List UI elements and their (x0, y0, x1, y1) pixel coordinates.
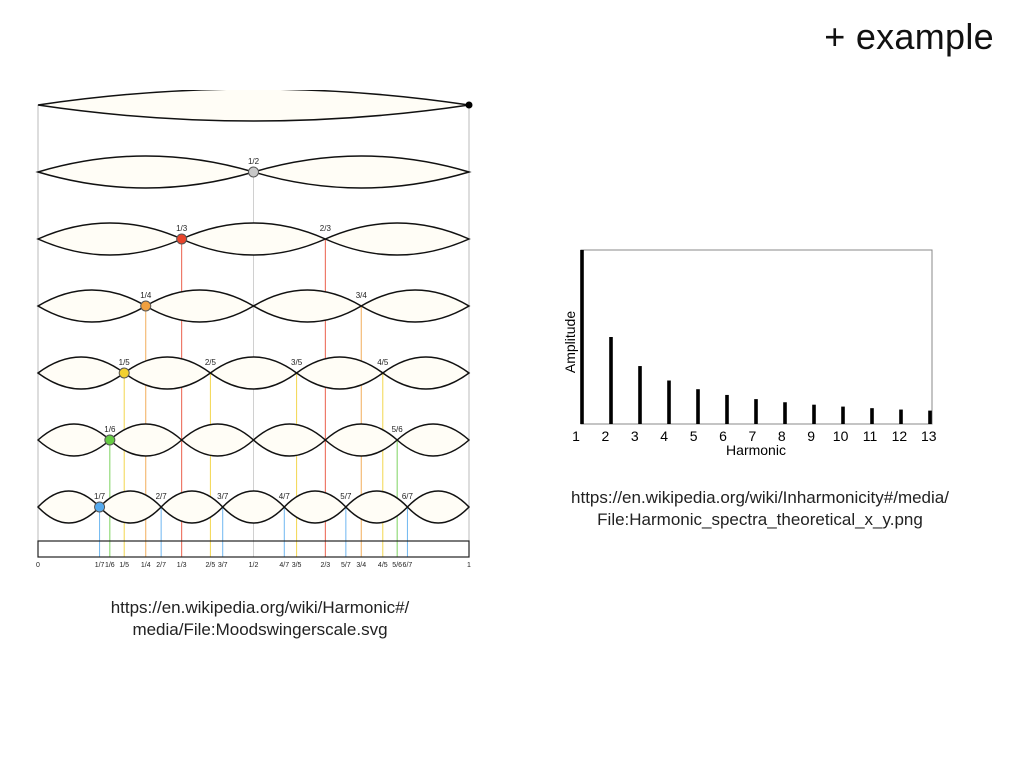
scale-tick-label: 3/5 (292, 562, 302, 569)
bar-harmonic-5 (696, 389, 700, 424)
wave-mode-1 (37, 90, 470, 122)
node-label-1-5: 1/5 (119, 358, 131, 367)
node-label-3-4: 3/4 (356, 291, 368, 300)
node-label-3-5: 3/5 (291, 358, 303, 367)
x-tick-4: 4 (660, 428, 668, 444)
node-label-2-3: 2/3 (320, 224, 332, 233)
node-label-1-2: 1/2 (248, 157, 260, 166)
bar-harmonic-6 (725, 394, 729, 424)
left-caption-line-1: https://en.wikipedia.org/wiki/Harmonic#/ (110, 598, 410, 617)
bar-harmonic-11 (870, 408, 874, 424)
scale-tick-label: 2/7 (156, 562, 166, 569)
bar-harmonic-2 (609, 337, 613, 424)
scale-tick-label: 1/6 (105, 562, 115, 569)
wave-mode-3 (36, 222, 471, 256)
string-end-pin (465, 101, 473, 109)
node-label-1-6: 1/6 (104, 425, 116, 434)
node-label-4-5: 4/5 (377, 358, 389, 367)
node-markers (94, 101, 473, 513)
right-source-caption: https://en.wikipedia.org/wiki/Inharmonic… (540, 487, 980, 531)
node-label-4-7: 4/7 (279, 492, 291, 501)
x-tick-9: 9 (807, 428, 815, 444)
scale-tick-label: 5/7 (341, 562, 351, 569)
node-label-2-5: 2/5 (205, 358, 217, 367)
harmonic-spectrum-chart: 1 2 3 4 5 6 7 8 9 10 11 12 13 Harmonic Amplitude (562, 249, 937, 458)
x-tick-6: 6 (719, 428, 727, 444)
x-tick-3: 3 (631, 428, 639, 444)
plot-frame (580, 249, 933, 425)
x-tick-12: 12 (892, 428, 908, 444)
node-marker-1-7 (94, 501, 106, 513)
scale-bar (37, 540, 470, 558)
left-source-caption: https://en.wikipedia.org/wiki/Harmonic#/… (70, 597, 450, 641)
node-marker-1-2 (248, 166, 259, 178)
x-tick-13: 13 (921, 428, 937, 444)
node-label-1-4: 1/4 (140, 291, 152, 300)
scale-tick-label: 4/5 (378, 562, 388, 569)
bar-harmonic-1 (580, 250, 584, 424)
scale-tick-label: 1/7 (95, 562, 105, 569)
standing-wave-diagram: 1/2 1/3 2/3 1/4 3/4 1/5 2/5 3/5 4/5 1/6 5/6 1/7 2/7 3… (35, 90, 473, 569)
x-tick-10: 10 (833, 428, 849, 444)
bars (580, 250, 932, 424)
slide-title: + example (824, 16, 994, 57)
plot-border (580, 249, 933, 425)
node-labels: 1/2 1/3 2/3 1/4 3/4 1/5 2/5 3/5 4/5 1/6 5/6 1/7 2/7 3… (94, 157, 414, 501)
bar-harmonic-12 (899, 409, 903, 424)
left-caption-line-2: media/File:Moodswingerscale.svg (132, 620, 388, 639)
node-marker-1-3 (176, 233, 188, 245)
scale-tick-label: 5/6 (392, 562, 402, 569)
x-tick-2: 2 (602, 428, 610, 444)
wave-mode-5 (36, 356, 471, 390)
scale-tick-label: 1/3 (177, 562, 187, 569)
bar-harmonic-7 (754, 399, 758, 424)
scale-tick-label: 4/7 (279, 562, 289, 569)
bar-harmonic-4 (667, 380, 671, 424)
node-label-5-6: 5/6 (392, 425, 404, 434)
scale-tick-label: 3/4 (356, 562, 366, 569)
node-marker-1-4 (140, 300, 152, 312)
x-tick-labels: 1 2 3 4 5 6 7 8 9 10 11 12 13 (572, 428, 937, 444)
node-marker-1-5 (118, 367, 130, 379)
node-label-6-7: 6/7 (402, 492, 414, 501)
bar-harmonic-13 (928, 410, 932, 424)
x-tick-7: 7 (749, 428, 757, 444)
scale-tick-label: 2/5 (206, 562, 216, 569)
right-caption-line-1: https://en.wikipedia.org/wiki/Inharmonic… (571, 488, 949, 507)
bar-harmonic-9 (812, 404, 816, 424)
x-tick-1: 1 (572, 428, 580, 444)
scale-tick-label: 3/7 (218, 562, 228, 569)
right-caption-line-2: File:Harmonic_spectra_theoretical_x_y.pn… (597, 510, 923, 529)
x-axis-label: Harmonic (726, 442, 786, 458)
scale-tick-label: 1/2 (249, 562, 259, 569)
scale-tick-label: 1/5 (119, 562, 129, 569)
fraction-scale: 0 1/7 1/6 1/5 1/4 2/7 1/3 2/5 3/7 1/2 4/7 3/5 2/3 5/7… (36, 540, 471, 569)
node-marker-1-6 (104, 434, 116, 446)
node-label-3-7: 3/7 (217, 492, 229, 501)
scale-tick-label: 2/3 (320, 562, 330, 569)
node-label-5-7: 5/7 (340, 492, 352, 501)
scale-tick-label: 6/7 (403, 562, 413, 569)
scale-tick-label: 0 (36, 562, 40, 569)
bar-harmonic-10 (841, 406, 845, 424)
x-tick-5: 5 (690, 428, 698, 444)
y-axis-label: Amplitude (562, 311, 578, 373)
x-tick-8: 8 (778, 428, 786, 444)
node-label-1-7: 1/7 (94, 492, 106, 501)
scale-tick-label: 1 (467, 562, 471, 569)
node-label-2-7: 2/7 (156, 492, 168, 501)
node-label-1-3: 1/3 (176, 224, 188, 233)
bar-harmonic-8 (783, 402, 787, 424)
x-tick-11: 11 (863, 428, 878, 444)
bar-harmonic-3 (638, 366, 642, 424)
scale-tick-label: 1/4 (141, 562, 151, 569)
